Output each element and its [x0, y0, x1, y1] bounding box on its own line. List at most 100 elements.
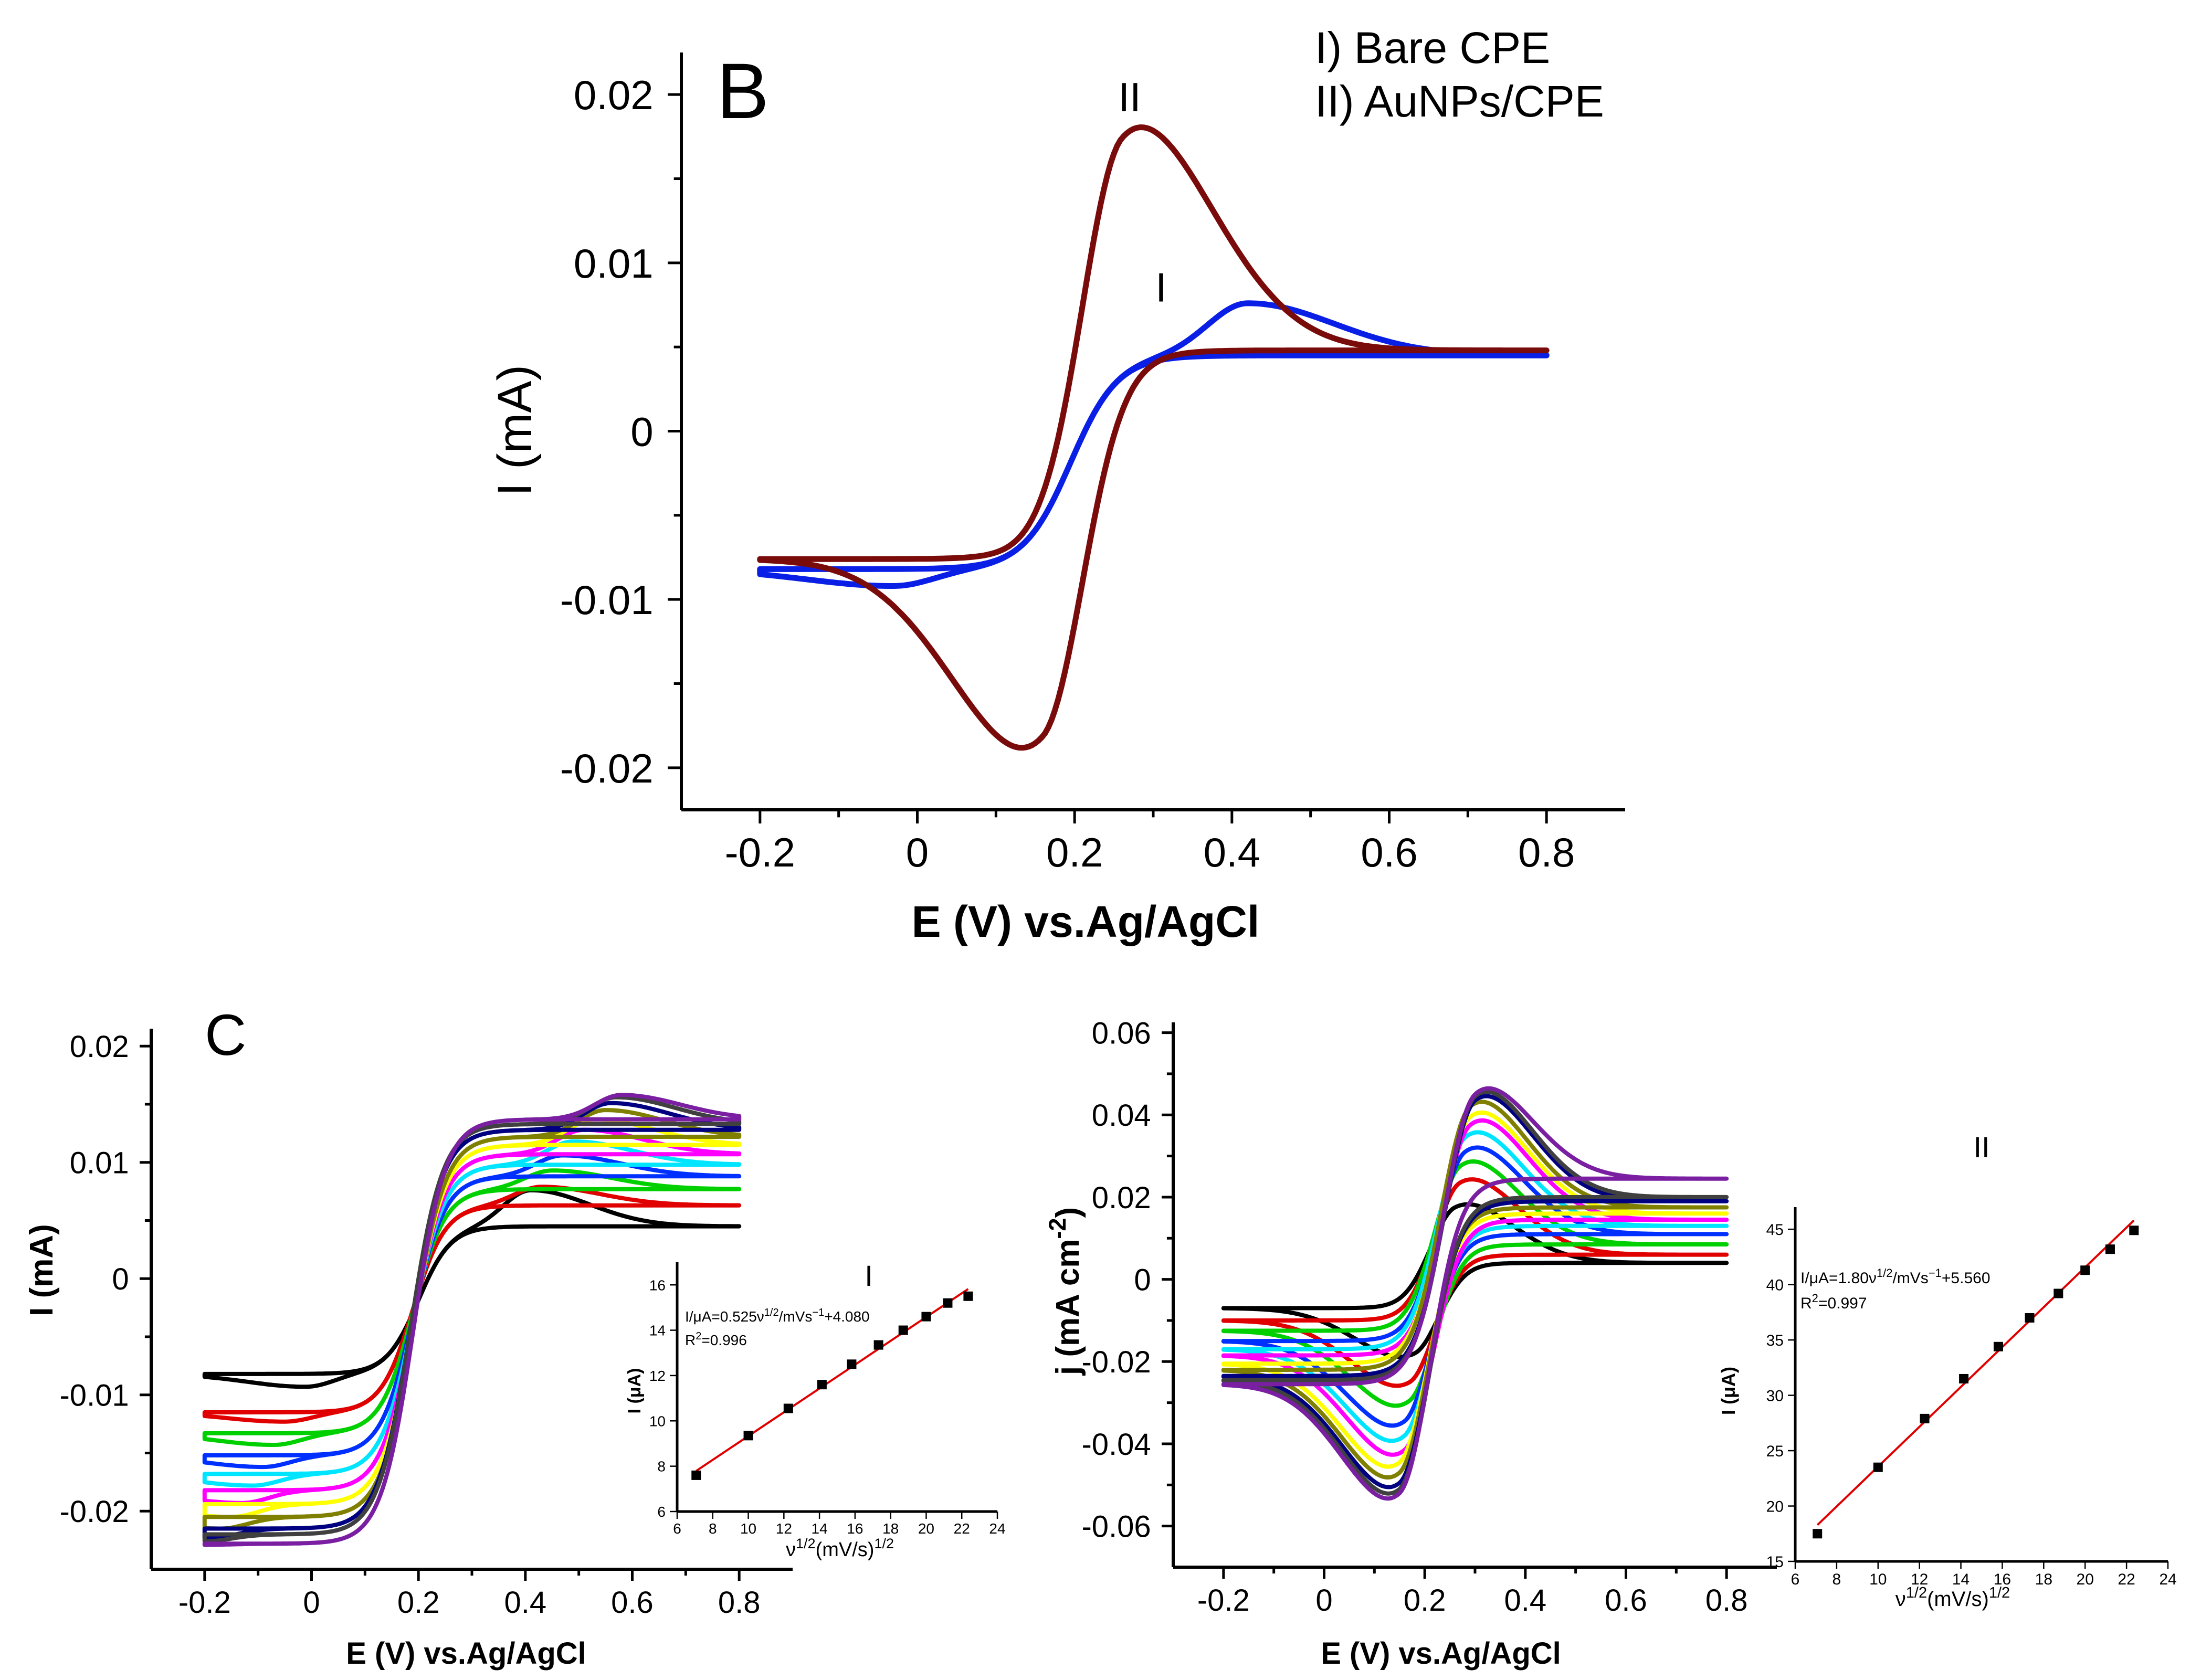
inset-d-data-point: [1873, 1462, 1883, 1472]
inset-d-x-tick-label: 20: [2077, 1571, 2094, 1588]
panel-b-x-label: E (V) vs.Ag/AgCl: [912, 897, 1260, 946]
panel-d-trace-6: [1221, 1118, 1729, 1457]
inset-c-label: I: [865, 1259, 873, 1292]
panel-c-x-tick-label: 0.2: [397, 1586, 440, 1620]
inset-c-x-tick-label: 22: [954, 1520, 970, 1537]
inset-c-y-tick-label: 6: [657, 1504, 666, 1520]
inset-c-y-tick-label: 10: [649, 1413, 666, 1429]
panel-c-trace-3: [202, 1168, 742, 1447]
inset-c-y-tick-label: 14: [649, 1323, 666, 1339]
inset-d-y-tick-label: 30: [1766, 1387, 1784, 1404]
panel-b-annotation-1: II: [1118, 74, 1141, 120]
panel-b: -0.2 0 0.2 0.4 0.6 0.8 -0.02 -0.01 0 0.01 0.02 B I) …: [488, 23, 1625, 946]
panel-c-x-tick-label: 0: [303, 1586, 320, 1620]
panel-d-trace-4: [1221, 1145, 1729, 1428]
inset-c-y-label: I (μA): [625, 1368, 645, 1414]
inset-d-equation-seg-4: +5.560: [1942, 1270, 1991, 1287]
panel-c-trace-1: [202, 1188, 742, 1389]
inset-c-equation: I/μA=0.525ν1/2/mVs−1+4.080: [685, 1307, 870, 1325]
panel-c-x-tick-label: -0.2: [178, 1586, 231, 1620]
panel-b-annotation-2: I: [1155, 265, 1167, 311]
panel-b-y-tick-label: -0.02: [560, 745, 654, 791]
inset-c-y-tick-label: 8: [657, 1459, 666, 1475]
inset-d-data-point: [2025, 1313, 2035, 1323]
panel-d-y-tick-label: 0: [1134, 1263, 1151, 1297]
inset-d-y-tick-label: 20: [1766, 1498, 1784, 1515]
inset-c-data-point: [847, 1359, 857, 1369]
panel-d-x-tick-label: 0: [1315, 1583, 1332, 1618]
panel-d-trace-10: [1221, 1090, 1729, 1496]
inset-c-x-tick-label: 14: [812, 1520, 828, 1537]
inset-d-data-point: [1920, 1413, 1930, 1423]
panel-c-y-tick-label: 0.02: [70, 1030, 129, 1064]
inset-c-x-label-seg-1: 1/2: [796, 1536, 816, 1551]
panel-d-trace-9: [1221, 1094, 1729, 1489]
panel-d-y-label-seg-0: j (mA cm: [1050, 1239, 1086, 1376]
inset-d-x-tick-label: 14: [1952, 1571, 1970, 1588]
panel-d-y-tick-label: 0.02: [1092, 1181, 1151, 1215]
panel-c-x-tick-label: 0.8: [718, 1586, 761, 1620]
inset-d-label: II: [1973, 1130, 1989, 1164]
panel-c-trace-10: [202, 1095, 742, 1544]
inset-d-y-tick-label: 45: [1766, 1221, 1784, 1239]
inset-d-x-tick-label: 16: [1994, 1571, 2011, 1588]
inset-d-x-tick-label: 24: [2159, 1571, 2176, 1588]
panel-b-y-tick-label: 0.02: [574, 72, 654, 118]
panel-d-trace-2: [1221, 1177, 1729, 1388]
inset-d-equation-seg-3: −1: [1929, 1266, 1942, 1280]
inset-c-x-tick-label: 6: [673, 1520, 681, 1537]
inset-c-y-tick-label: 12: [649, 1368, 666, 1384]
panel-d-y-tick-label: 0.06: [1092, 1016, 1151, 1050]
inset-d-y-tick-label: 35: [1766, 1332, 1784, 1349]
inset-d-y-tick-label: 25: [1766, 1443, 1784, 1460]
inset-c-data-point: [921, 1312, 931, 1322]
panel-d: -0.2 0 0.2 0.4 0.6 0.8 -0.06 -0.04 -0.02 0 0.02 0.0…: [1044, 1016, 2177, 1671]
inset-c-x-tick-label: 12: [776, 1520, 792, 1537]
inset-d-data-point: [2080, 1265, 2090, 1275]
legend-bare-cpe: I) Bare CPE: [1315, 23, 1550, 72]
inset-c-r2-seg-0: R: [685, 1332, 696, 1348]
panel-d-x-tick-label: 0.2: [1404, 1583, 1446, 1618]
inset-c-data-point: [873, 1340, 883, 1350]
inset-d-data-point: [2129, 1225, 2139, 1235]
inset-d-r2-seg-1: 2: [1812, 1292, 1818, 1305]
inset-c-y-tick-label: 16: [649, 1277, 666, 1293]
inset-d-data-point: [1813, 1529, 1823, 1539]
inset-d-x-tick-label: 6: [1791, 1571, 1800, 1588]
panel-d-y-tick-label: -0.04: [1081, 1428, 1151, 1462]
panel-c-y-label: I (mA): [24, 1224, 60, 1316]
panel-c-x-tick-label: 0.6: [611, 1586, 654, 1620]
inset-c-data-point: [963, 1291, 973, 1301]
inset-d-r2-seg-0: R: [1800, 1295, 1812, 1312]
inset-c-r2: R2=0.996: [685, 1330, 747, 1348]
inset-d-y-label: I (μA): [1718, 1367, 1739, 1415]
inset-d-y-tick-label: 40: [1766, 1276, 1784, 1294]
inset-c-equation-seg-2: /mVs: [779, 1308, 813, 1325]
panel-d-x-tick-label: 0.8: [1705, 1583, 1748, 1618]
panel-b-y-tick-label: -0.01: [560, 577, 654, 623]
panel-d-trace-8: [1221, 1100, 1729, 1480]
panel-b-label: B: [717, 47, 769, 135]
inset-c-x-tick-label: 20: [918, 1520, 934, 1537]
inset-d-r2-seg-2: =0.997: [1818, 1295, 1867, 1312]
inset-c-x-label-seg-2: (mV/s): [816, 1539, 875, 1561]
panel-d-x-tick-label: 0.4: [1504, 1583, 1547, 1618]
panel-d-x-label: E (V) vs.Ag/AgCl: [1321, 1636, 1561, 1671]
inset-c-x-label-seg-3: 1/2: [874, 1536, 894, 1551]
inset-d-x-label-seg-1: 1/2: [1906, 1584, 1927, 1601]
inset-c-x-tick-label: 24: [989, 1520, 1005, 1537]
inset-d-equation-seg-0: I/μA=1.80ν: [1800, 1270, 1877, 1287]
panel-d-trace-11: [1221, 1086, 1729, 1501]
panel-d-trace-5: [1221, 1130, 1729, 1443]
inset-d-y-tick-label: 15: [1766, 1554, 1784, 1571]
panel-d-y-label-seg-2: ): [1050, 1207, 1086, 1218]
inset-d-equation-seg-2: /mVs: [1892, 1270, 1928, 1287]
inset-c-equation-seg-3: −1: [812, 1307, 824, 1318]
inset-c-data-point: [898, 1325, 908, 1335]
inset-d-x-label: ν1/2(mV/s)1/2: [1895, 1584, 2010, 1611]
panel-d-trace-7: [1221, 1110, 1729, 1469]
panel-b-x-tick-label: 0.6: [1361, 829, 1417, 875]
inset-d-x-label-seg-3: 1/2: [1989, 1584, 2010, 1601]
inset-d-x-tick-label: 8: [1833, 1571, 1841, 1588]
panel-d-x-tick-label: -0.2: [1197, 1583, 1250, 1618]
